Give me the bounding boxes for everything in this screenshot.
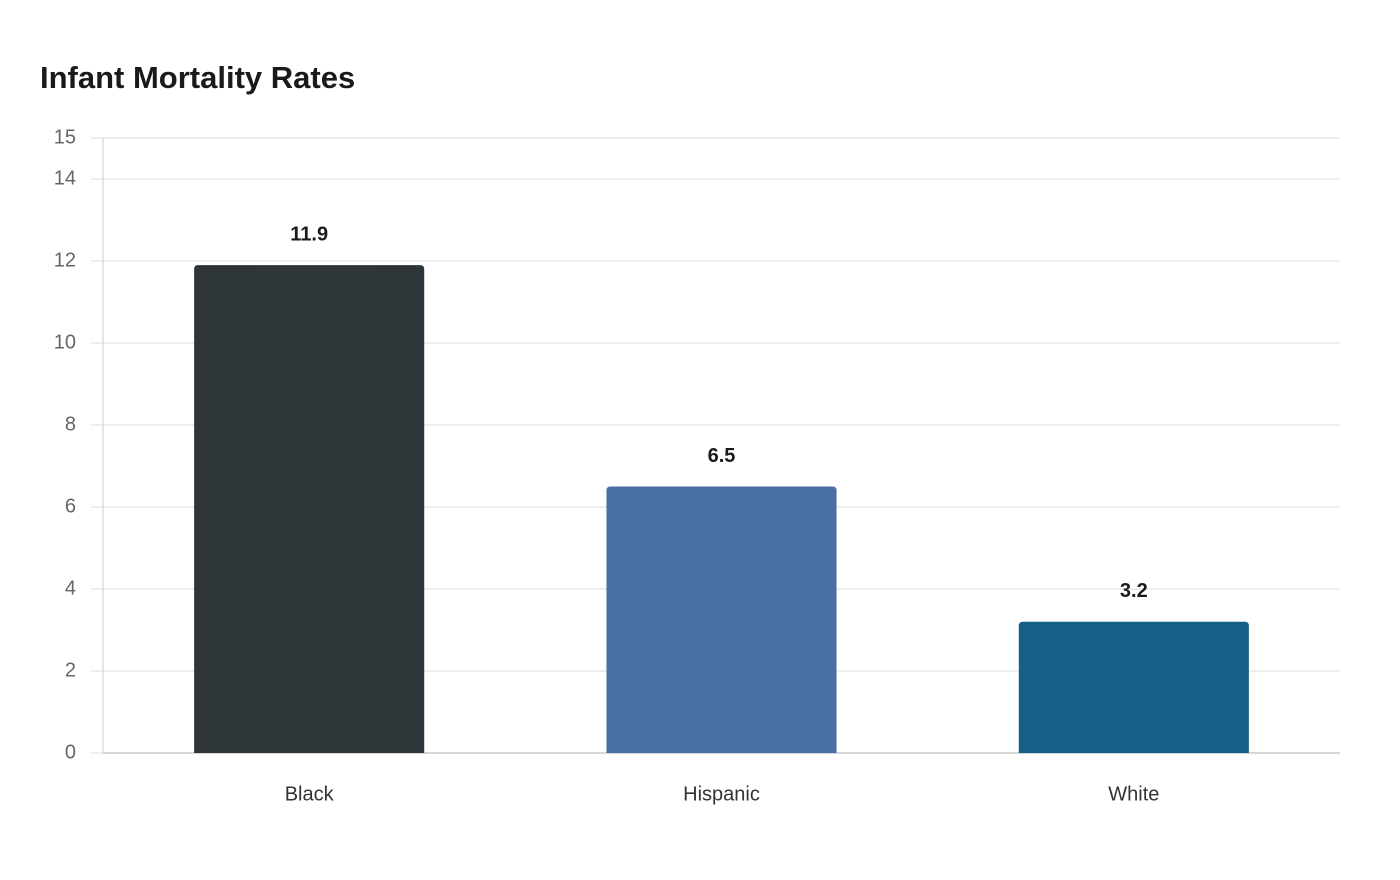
y-tick-label: 4 xyxy=(65,577,76,599)
value-label: 11.9 xyxy=(290,223,328,245)
bar xyxy=(1018,621,1249,753)
x-tick-label: White xyxy=(1108,783,1159,805)
y-tick-label: 10 xyxy=(54,331,76,353)
x-tick-label: Hispanic xyxy=(683,783,760,805)
y-tick-label: 2 xyxy=(65,659,76,681)
y-tick-label: 15 xyxy=(54,126,76,148)
chart-title: Infant Mortality Rates xyxy=(40,60,355,95)
x-tick-label: Black xyxy=(285,783,335,805)
bar xyxy=(606,486,837,753)
y-tick-label: 14 xyxy=(54,167,76,189)
bar xyxy=(194,265,425,753)
value-label: 6.5 xyxy=(708,445,736,467)
y-tick-label: 8 xyxy=(65,413,76,435)
y-tick-label: 0 xyxy=(65,741,76,763)
y-tick-label: 12 xyxy=(54,249,76,271)
value-label: 3.2 xyxy=(1120,580,1148,602)
y-tick-label: 6 xyxy=(65,495,76,517)
